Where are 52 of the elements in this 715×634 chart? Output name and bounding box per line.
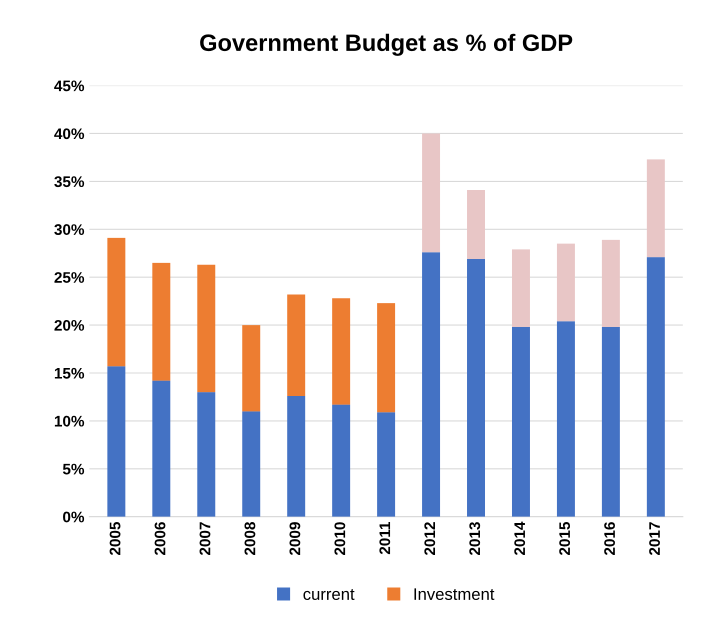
y-tick-label: 35%	[54, 176, 84, 188]
y-tick-label: 25%	[54, 272, 84, 283]
x-tick-label: 2017	[649, 522, 660, 556]
bar	[332, 404, 350, 517]
chart-title: Government Budget as % of GDP	[200, 34, 572, 56]
bar	[377, 412, 396, 517]
bar	[377, 303, 396, 412]
bar	[242, 325, 260, 412]
bar	[152, 262, 170, 381]
x-tick-label: 2016	[604, 522, 615, 556]
y-tick-label: 30%	[54, 224, 84, 236]
bar	[556, 321, 575, 517]
x-tick-label: 2013	[469, 522, 480, 556]
bar	[467, 190, 486, 259]
bar	[197, 264, 216, 392]
y-tick-label: 0%	[63, 512, 84, 522]
bar	[422, 133, 440, 252]
x-tick-label: 2011	[379, 522, 390, 554]
bar	[556, 244, 575, 322]
y-tick-label: 15%	[54, 368, 84, 379]
bar	[107, 238, 126, 366]
bar	[602, 240, 620, 328]
x-tick-label: 2008	[244, 522, 256, 556]
bar	[242, 411, 260, 517]
bar	[467, 258, 486, 517]
x-tick-label: 2010	[334, 522, 346, 556]
bar	[512, 249, 530, 328]
x-tick-label: 2006	[154, 522, 166, 556]
bar	[152, 380, 170, 517]
y-tick-label: 45%	[54, 80, 84, 92]
bar	[512, 327, 530, 517]
bar	[646, 257, 665, 517]
x-tick-label: 2014	[514, 522, 526, 556]
bar	[197, 392, 216, 517]
legend-label: current	[303, 589, 354, 600]
bar	[602, 327, 620, 517]
bar	[287, 294, 306, 396]
x-tick-label: 2007	[200, 522, 210, 556]
legend-label: Investment	[414, 588, 494, 600]
bar	[287, 396, 306, 517]
y-tick-label: 20%	[54, 320, 84, 331]
bar	[332, 298, 350, 405]
x-tick-label: 2012	[424, 522, 436, 556]
y-tick-label: 40%	[54, 128, 84, 140]
bar	[422, 252, 440, 517]
bar	[646, 159, 665, 258]
x-tick-label: 2015	[559, 522, 570, 556]
x-tick-label: 2009	[289, 522, 300, 556]
y-tick-label: 10%	[54, 416, 84, 427]
x-tick-label: 2005	[110, 522, 120, 556]
bar	[107, 366, 126, 517]
y-tick-label: 5%	[62, 464, 84, 474]
